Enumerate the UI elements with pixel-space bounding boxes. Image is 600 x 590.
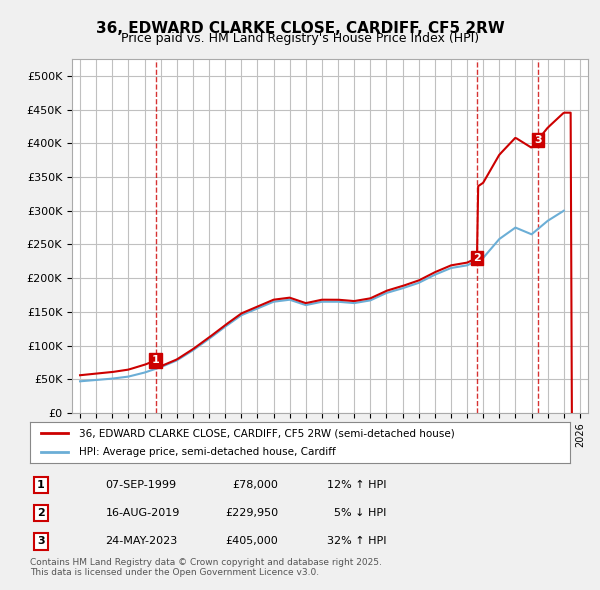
Text: 07-SEP-1999: 07-SEP-1999	[106, 480, 177, 490]
Text: 2: 2	[473, 253, 481, 263]
Text: Price paid vs. HM Land Registry's House Price Index (HPI): Price paid vs. HM Land Registry's House …	[121, 32, 479, 45]
Text: £229,950: £229,950	[225, 508, 278, 518]
Text: 1: 1	[37, 480, 44, 490]
Text: 16-AUG-2019: 16-AUG-2019	[106, 508, 180, 518]
Text: 36, EDWARD CLARKE CLOSE, CARDIFF, CF5 2RW (semi-detached house): 36, EDWARD CLARKE CLOSE, CARDIFF, CF5 2R…	[79, 428, 454, 438]
Text: £405,000: £405,000	[226, 536, 278, 546]
Text: HPI: Average price, semi-detached house, Cardiff: HPI: Average price, semi-detached house,…	[79, 447, 335, 457]
Text: Contains HM Land Registry data © Crown copyright and database right 2025.
This d: Contains HM Land Registry data © Crown c…	[30, 558, 382, 577]
Text: 36, EDWARD CLARKE CLOSE, CARDIFF, CF5 2RW: 36, EDWARD CLARKE CLOSE, CARDIFF, CF5 2R…	[95, 21, 505, 35]
Text: 24-MAY-2023: 24-MAY-2023	[106, 536, 178, 546]
Text: 3: 3	[534, 135, 542, 145]
Text: 32% ↑ HPI: 32% ↑ HPI	[327, 536, 386, 546]
Text: 2: 2	[37, 508, 44, 518]
Text: £78,000: £78,000	[233, 480, 278, 490]
Text: 1: 1	[152, 355, 160, 365]
Text: 3: 3	[37, 536, 44, 546]
Text: 12% ↑ HPI: 12% ↑ HPI	[327, 480, 386, 490]
Text: 5% ↓ HPI: 5% ↓ HPI	[334, 508, 386, 518]
